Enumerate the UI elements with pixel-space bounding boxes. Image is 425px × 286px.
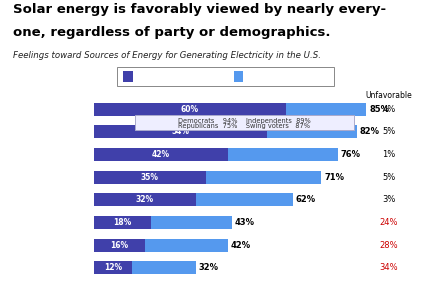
Bar <box>132 261 196 274</box>
Bar <box>228 148 337 161</box>
Text: 85%: 85% <box>369 105 389 114</box>
Text: Feelings toward Sources of Energy for Generating Electricity in the U.S.: Feelings toward Sources of Energy for Ge… <box>13 51 321 60</box>
Bar <box>94 170 206 184</box>
Text: 71%: 71% <box>324 173 344 182</box>
Text: 32%: 32% <box>199 263 219 272</box>
Text: 82%: 82% <box>360 127 380 136</box>
Text: Somewhat favorable: Somewhat favorable <box>246 72 330 81</box>
Bar <box>206 170 321 184</box>
Bar <box>94 125 267 138</box>
FancyBboxPatch shape <box>135 116 354 130</box>
Text: Unfavorable: Unfavorable <box>366 91 412 100</box>
Text: Very favorable: Very favorable <box>136 72 195 81</box>
Text: one, regardless of party or demographics.: one, regardless of party or demographics… <box>13 26 330 39</box>
Text: 42%: 42% <box>231 241 251 250</box>
Text: 5%: 5% <box>382 127 396 136</box>
Text: 28%: 28% <box>380 241 398 250</box>
Text: 5%: 5% <box>382 173 396 182</box>
Bar <box>94 261 132 274</box>
Text: 60%: 60% <box>181 105 199 114</box>
Bar <box>196 193 292 206</box>
Text: 1%: 1% <box>382 150 396 159</box>
Bar <box>94 103 286 116</box>
Text: 35%: 35% <box>141 173 159 182</box>
Bar <box>145 239 228 252</box>
Text: 32%: 32% <box>136 195 154 204</box>
Text: Solar energy is favorably viewed by nearly every-: Solar energy is favorably viewed by near… <box>13 3 386 16</box>
Bar <box>151 216 232 229</box>
Bar <box>267 125 357 138</box>
Text: 12%: 12% <box>104 263 122 272</box>
Text: 34%: 34% <box>380 263 398 272</box>
Bar <box>94 193 196 206</box>
Bar <box>94 239 145 252</box>
Text: 16%: 16% <box>110 241 128 250</box>
Bar <box>94 148 228 161</box>
Text: 62%: 62% <box>295 195 315 204</box>
Text: Republicans  75%    Swing voters   87%: Republicans 75% Swing voters 87% <box>178 123 310 129</box>
Text: 24%: 24% <box>380 218 398 227</box>
Bar <box>94 216 151 229</box>
Text: 43%: 43% <box>234 218 254 227</box>
Text: 18%: 18% <box>113 218 131 227</box>
Text: 42%: 42% <box>152 150 170 159</box>
Text: 76%: 76% <box>340 150 360 159</box>
Text: 4%: 4% <box>382 105 396 114</box>
Text: Democrats    94%    Independents  89%: Democrats 94% Independents 89% <box>178 118 311 124</box>
Text: 54%: 54% <box>171 127 189 136</box>
Text: 3%: 3% <box>382 195 396 204</box>
Bar <box>286 103 366 116</box>
